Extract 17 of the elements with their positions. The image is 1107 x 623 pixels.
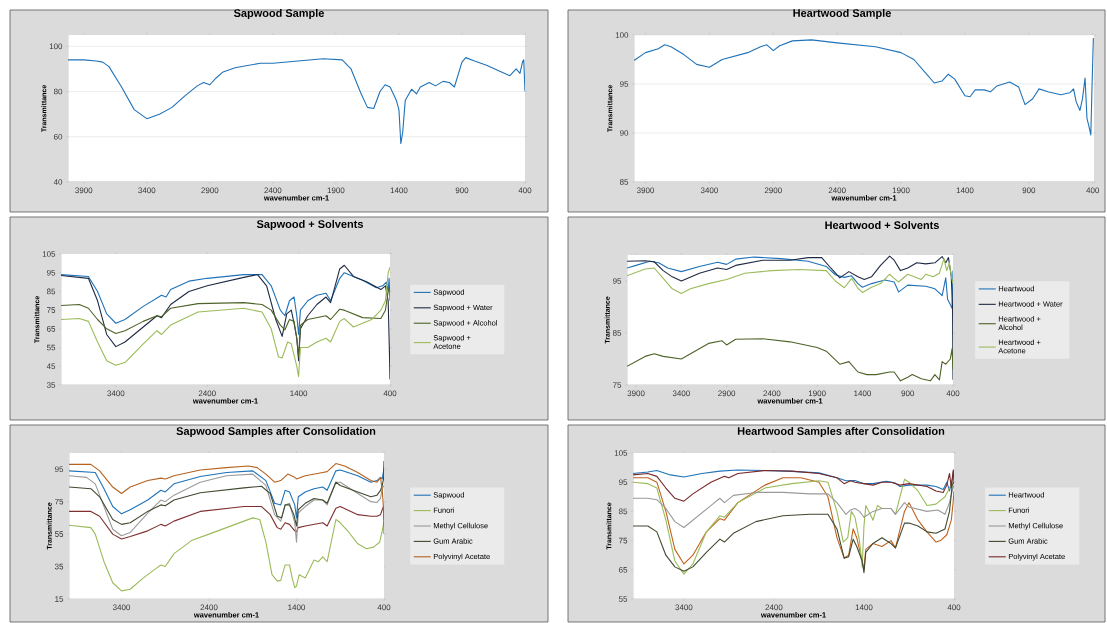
chart-title: Heartwood Samples after Consolidation [737,426,945,438]
chart-title: Sapwood Sample [233,8,324,20]
line-series [68,57,525,145]
line-series [634,37,1094,136]
line-series [61,272,390,336]
line-series [627,256,954,310]
line-series [627,258,954,295]
chart-title: Heartwood + Solvents [825,221,939,230]
line-series [61,285,390,358]
line-series [69,467,384,519]
chart-title: Sapwood + Solvents [256,219,363,231]
line-series [69,505,384,540]
chart-title: Heartwood Sample [793,8,891,20]
line-series [633,469,955,502]
line-series [69,517,384,592]
chart-title: Sapwood Samples after Consolidation [176,426,376,438]
line-series [627,255,954,381]
